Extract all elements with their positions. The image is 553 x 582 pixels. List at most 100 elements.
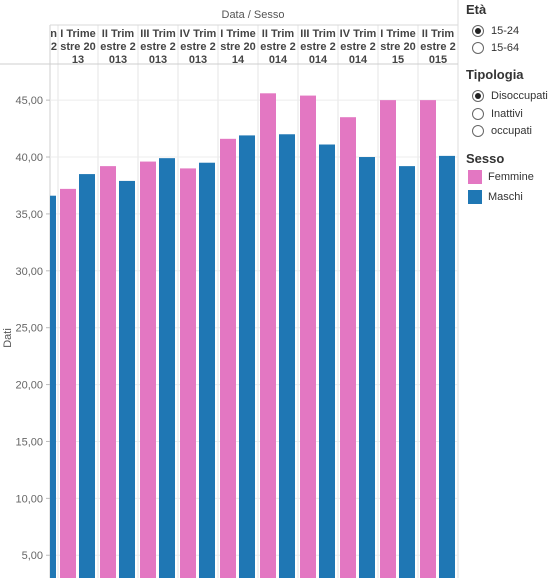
category-label-line: stre 20 [380, 41, 415, 53]
bars [50, 93, 455, 579]
side-panel: Età 15-24 15-64 Tipologia Disoccupati In… [460, 0, 553, 582]
y-axis: Dati 5,00 10,00 15,00 20,00 25,00 30,00 35,00 4… [2, 95, 50, 562]
tipologia-option-label: Inattivi [491, 108, 523, 120]
category-label-line: 013 [189, 54, 207, 66]
category-label-line: I Trime [60, 28, 95, 40]
category-label-line: stre 20 [220, 41, 255, 53]
tipologia-option-label: Disoccupati [491, 90, 548, 102]
bar-femmine [420, 100, 436, 578]
category-label-line: IV Trim [340, 28, 377, 40]
y-tick-label: 25,00 [15, 323, 43, 335]
bar-maschi [399, 166, 415, 578]
eta-option-15-64[interactable]: 15-64 [472, 40, 553, 56]
y-tick-label: 30,00 [15, 266, 43, 278]
y-tick-label: 35,00 [15, 209, 43, 221]
category-label-line: estre 2 [420, 41, 455, 53]
tipologia-option-occupati[interactable]: occupati [472, 123, 553, 139]
bar-maschi [359, 157, 375, 578]
category-label-line: I Trime [220, 28, 255, 40]
bar-femmine [140, 161, 156, 578]
bar-maschi [199, 162, 215, 578]
radio-unselected-icon[interactable] [472, 42, 484, 54]
eta-option-label: 15-64 [491, 42, 520, 54]
y-tick-label: 40,00 [15, 152, 43, 164]
legend-item-label: Femmine [488, 171, 534, 183]
category-label-line: 13 [72, 54, 84, 66]
category-label-line: estre 2 [340, 41, 375, 53]
category-label-line: 15 [392, 54, 404, 66]
bar-maschi [79, 174, 95, 579]
category-label-line: 014 [349, 54, 368, 66]
bar-maschi [279, 134, 295, 578]
eta-option-15-24[interactable]: 15-24 [472, 23, 553, 39]
eta-option-label: 15-24 [491, 25, 520, 37]
legend-title: Sesso [466, 151, 505, 166]
category-label-line: estre 2 [140, 41, 175, 53]
y-axis-label: Dati [2, 328, 14, 348]
radio-selected-icon[interactable] [472, 25, 484, 37]
radio-selected-icon[interactable] [472, 90, 484, 102]
legend-item-label: Maschi [488, 191, 523, 203]
y-tick-label: 5,00 [22, 550, 43, 562]
category-label-line: II Trim [422, 28, 455, 40]
eta-filter-title: Età [466, 2, 487, 17]
bar-femmine [60, 188, 76, 578]
bar-femmine [100, 166, 116, 578]
category-label-line: estre 2 [260, 41, 295, 53]
category-label-line: estre 2 [300, 41, 335, 53]
bar-femmine [220, 138, 236, 578]
bar-femmine [340, 117, 356, 578]
tipologia-option-disoccupati[interactable]: Disoccupati [472, 88, 553, 104]
category-label-line: stre 20 [60, 41, 95, 53]
category-label-line: n [50, 28, 57, 40]
category-label-line: I Trime [380, 28, 415, 40]
radio-unselected-icon[interactable] [472, 108, 484, 120]
tipologia-option-inattivi[interactable]: Inattivi [472, 106, 553, 122]
bar-femmine [380, 100, 396, 578]
legend-item-femmine[interactable]: Femmine [468, 169, 553, 185]
y-tick-label: 20,00 [15, 380, 43, 392]
y-tick-label: 45,00 [15, 95, 43, 107]
category-label-line: 14 [232, 54, 245, 66]
bar-femmine [300, 95, 316, 579]
bar-femmine [180, 168, 196, 578]
tipologia-filter-title: Tipologia [466, 67, 524, 82]
bar-maschi [319, 144, 335, 579]
tipologia-option-label: occupati [491, 125, 532, 137]
bar-maschi [50, 195, 56, 578]
bar-maschi [159, 158, 175, 578]
legend-swatch-femmine [468, 170, 482, 184]
legend-item-maschi[interactable]: Maschi [468, 189, 553, 205]
category-label-line: 014 [309, 54, 328, 66]
category-label-line: II Trim [102, 28, 135, 40]
legend-swatch-maschi [468, 190, 482, 204]
category-label: n2 [50, 28, 57, 53]
bar-maschi [239, 135, 255, 578]
category-label-line: estre 2 [100, 41, 135, 53]
category-label-line: IV Trim [180, 28, 217, 40]
category-label-line: 2 [51, 41, 57, 53]
category-label-line: III Trim [300, 28, 336, 40]
column-header-title: Data / Sesso [222, 9, 285, 21]
category-label-line: estre 2 [180, 41, 215, 53]
bar-maschi [119, 180, 135, 578]
category-label-line: II Trim [262, 28, 295, 40]
category-label-line: III Trim [140, 28, 176, 40]
category-label-line: 013 [109, 54, 127, 66]
y-tick-label: 15,00 [15, 436, 43, 448]
bar-maschi [439, 155, 455, 578]
radio-unselected-icon[interactable] [472, 125, 484, 137]
category-label-line: 013 [149, 54, 167, 66]
bar-femmine [260, 93, 276, 578]
